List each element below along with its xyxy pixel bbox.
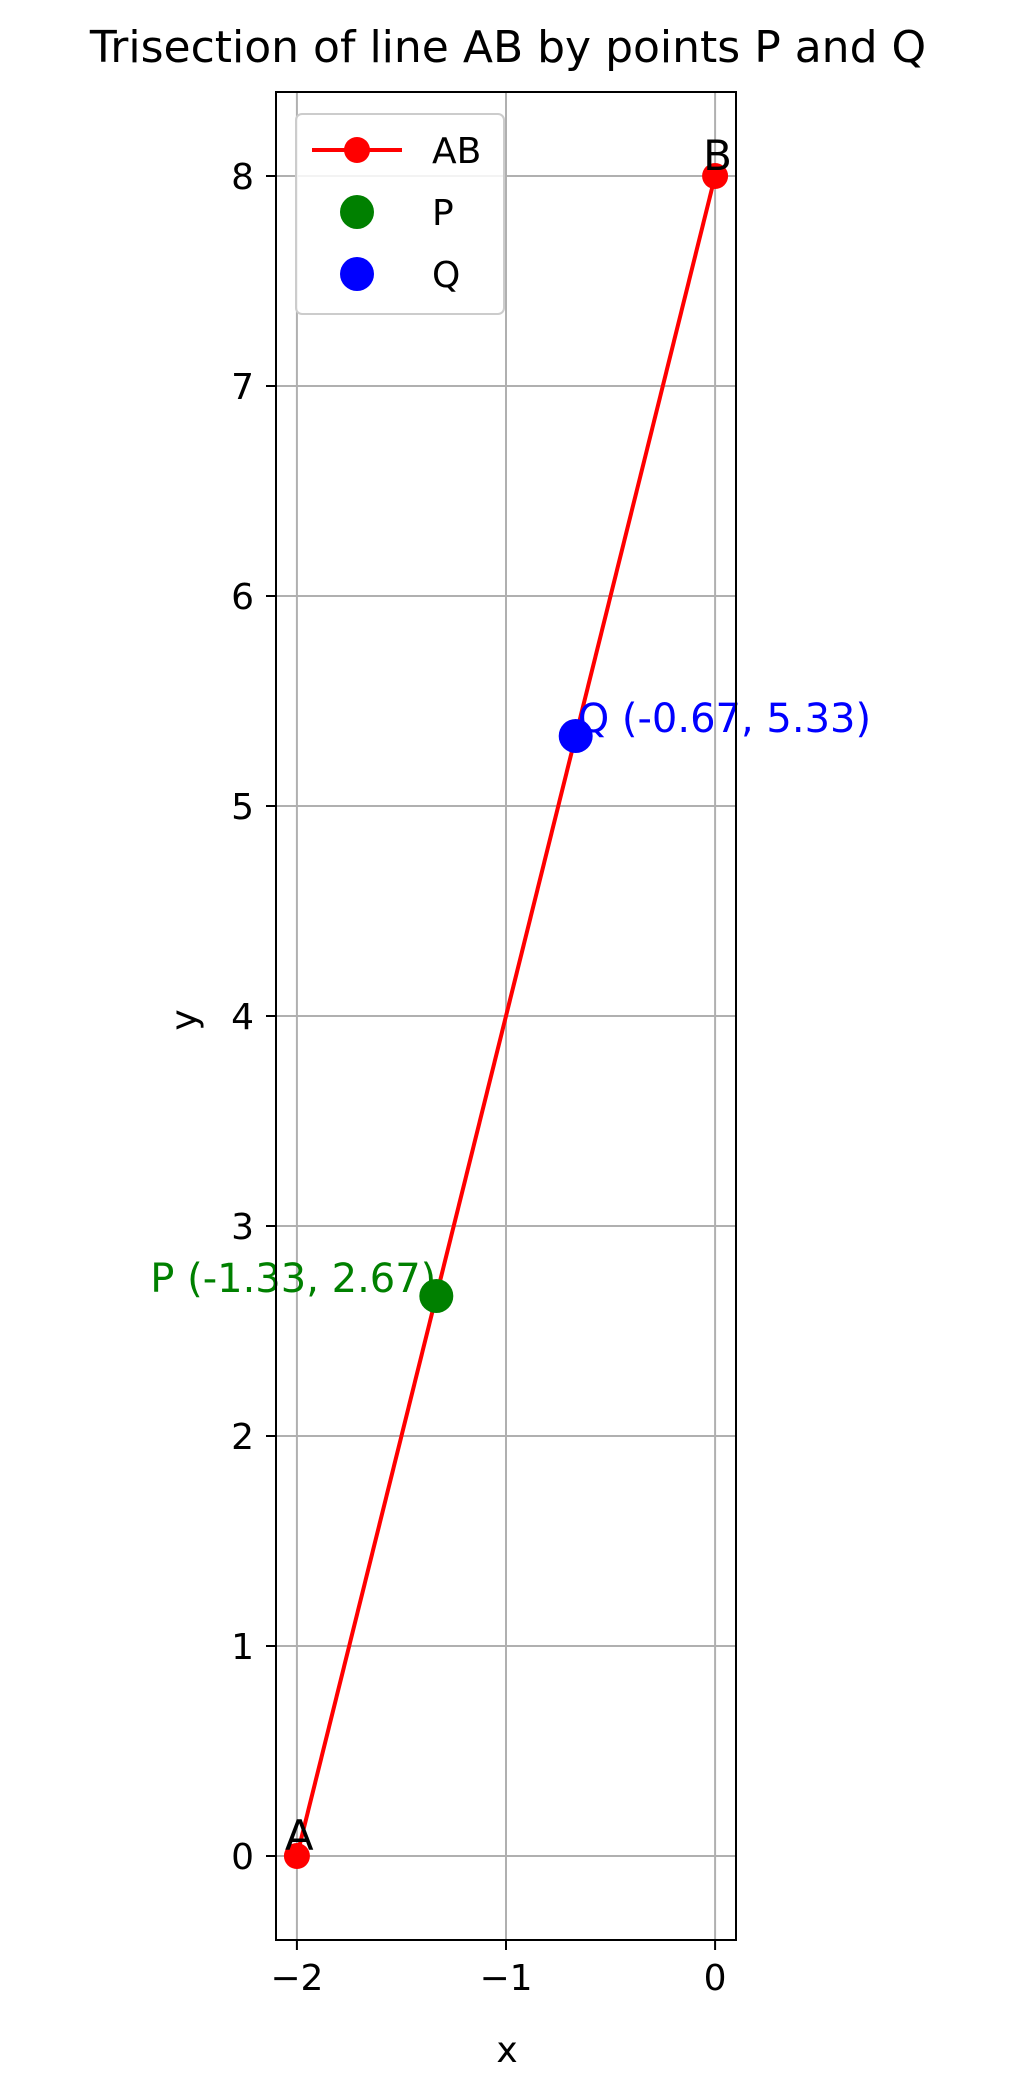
y-tick-label: 3 (231, 1207, 254, 1248)
plot-series (283, 163, 729, 1869)
x-tick-label: −2 (270, 1958, 323, 1999)
point-p-marker (419, 1278, 454, 1313)
legend-label-ab: AB (432, 131, 481, 172)
series-point-ab (283, 1843, 310, 1869)
annotation-label: P (-1.33, 2.67) (150, 1256, 436, 1302)
x-axis-label: x (496, 2030, 517, 2071)
legend-label-p: P (432, 193, 454, 234)
legend-marker-p (340, 195, 374, 229)
x-tick-label: −1 (479, 1958, 532, 1999)
legend-marker-q (340, 257, 374, 291)
y-tick-label: 2 (231, 1417, 254, 1458)
point-q-marker (558, 719, 593, 754)
legend-marker-ab (344, 137, 370, 163)
y-tick-label: 8 (231, 157, 254, 198)
series-point-ab (702, 163, 729, 189)
legend-label-q: Q (432, 255, 460, 296)
point-annotations: ABP (-1.33, 2.67)Q (-0.67, 5.33) (150, 131, 871, 1860)
y-tick-label: 4 (231, 997, 254, 1038)
y-axis-label: y (164, 1009, 205, 1030)
legend: AB PQ (295, 113, 505, 315)
y-tick-label: 6 (231, 577, 254, 618)
chart-title: Trisection of line AB by points P and Q (89, 22, 926, 73)
series-line-ab (294, 175, 718, 1857)
annotation-label: B (703, 131, 732, 180)
y-tick-label: 7 (231, 367, 254, 408)
annotation-label: A (285, 1811, 314, 1860)
x-tick-label: 0 (704, 1958, 727, 1999)
y-tick-label: 5 (231, 787, 254, 828)
axis-ticks: −2 −1 0 0 1 2 3 4 5 6 7 8 (231, 157, 726, 1999)
annotation-label: Q (-0.67, 5.33) (578, 696, 871, 742)
y-tick-label: 0 (231, 1837, 254, 1878)
y-tick-label: 1 (231, 1627, 254, 1668)
